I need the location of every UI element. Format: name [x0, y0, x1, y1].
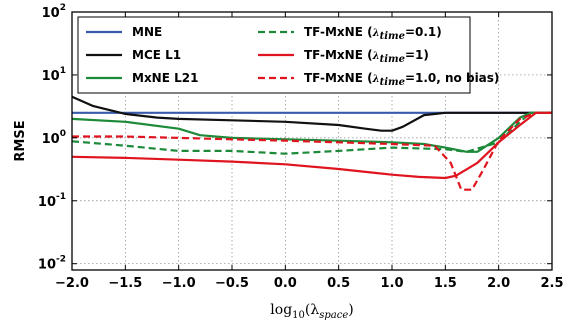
plot-frame — [71, 11, 553, 271]
series-layer — [71, 95, 552, 191]
x-tick-label: 1.5 — [434, 276, 457, 291]
axis-ticks: −2.0 −1.5 −1.0 −0.5 0.0 0.5 1.0 1.5 2.0 2.5 102 101… — [38, 3, 564, 291]
series-line — [71, 95, 552, 132]
legend-label: MxNE L21 — [132, 71, 198, 85]
y-tick-label: 101 — [42, 66, 66, 84]
x-tick-label: −2.0 — [55, 276, 89, 291]
x-tick-label: −1.5 — [108, 276, 142, 291]
y-tick-label: 102 — [42, 3, 66, 21]
x-tick-label: 2.5 — [540, 276, 563, 291]
series-line — [71, 111, 552, 155]
series-line — [71, 111, 552, 180]
x-tick-label: 0.0 — [274, 276, 297, 291]
series-line — [72, 111, 552, 191]
legend: MNE MCE L1 MxNE L21 TF-MxNE (λtime=0.1) TF-M… — [77, 16, 499, 94]
legend-label: TF-MxNE (λtime=1.0, no bias) — [304, 71, 499, 88]
x-tick-label: −0.5 — [215, 276, 249, 291]
y-tick-label: 100 — [42, 129, 66, 147]
x-tick-label: −1.0 — [162, 276, 196, 291]
x-tick-label: 1.0 — [380, 276, 403, 291]
y-tick-label: 10-1 — [38, 192, 66, 210]
x-tick-label: 0.5 — [327, 276, 350, 291]
legend-label: MCE L1 — [132, 48, 181, 62]
legend-label: MNE — [132, 25, 162, 39]
legend-label: TF-MxNE (λtime=0.1) — [304, 25, 442, 42]
x-tick-label: 2.0 — [487, 276, 510, 291]
y-axis-label: RMSE — [13, 120, 28, 161]
series-line — [71, 111, 552, 153]
legend-label: TF-MxNE (λtime=1) — [304, 48, 429, 65]
y-tick-label: 10-2 — [38, 255, 66, 273]
x-axis-label: log10(λspace) — [270, 302, 353, 321]
